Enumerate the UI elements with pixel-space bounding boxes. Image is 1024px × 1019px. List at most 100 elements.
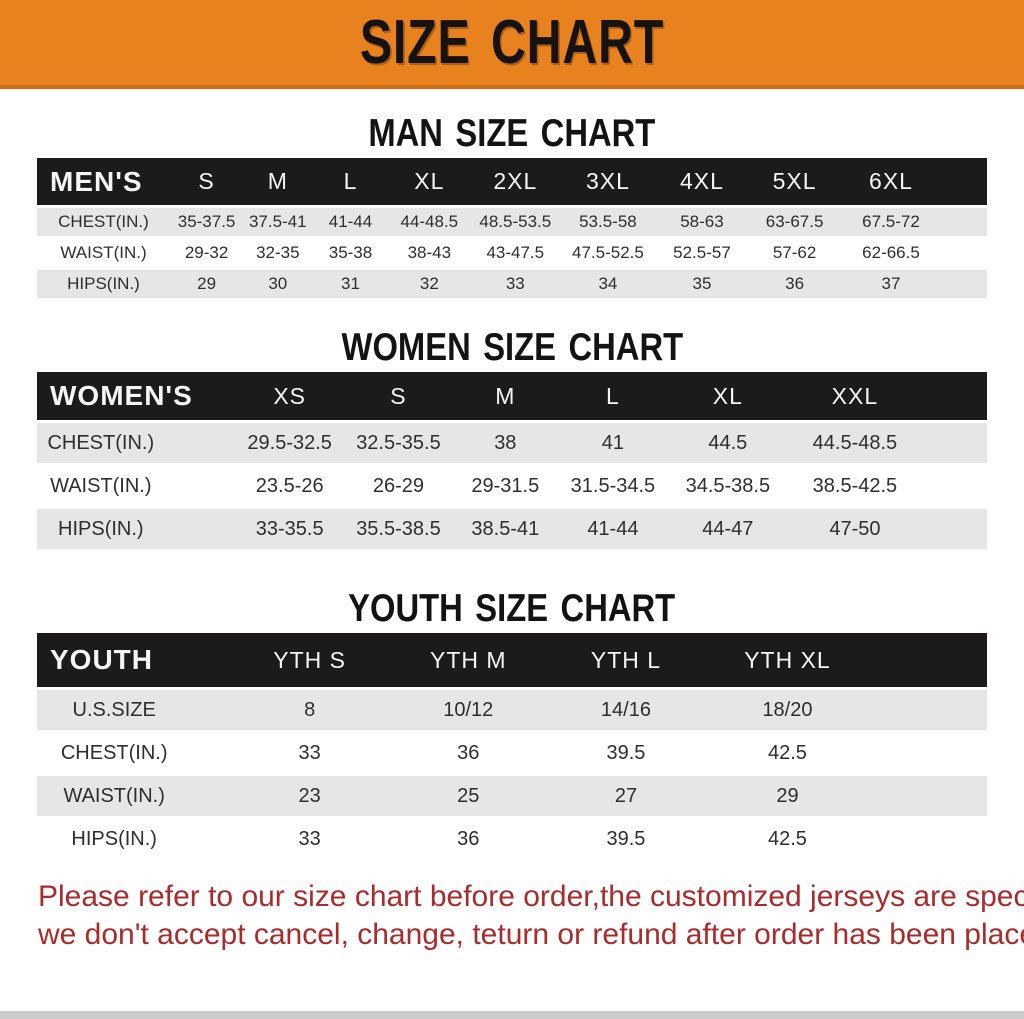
size-value-cell: 30 bbox=[243, 270, 313, 298]
row-label: CHEST(IN.) bbox=[37, 208, 170, 236]
empty-cell bbox=[941, 158, 987, 205]
size-value-cell: 37.5-41 bbox=[243, 208, 313, 236]
bottom-divider-bar bbox=[0, 1011, 1024, 1019]
empty-cell bbox=[941, 239, 987, 267]
empty-cell bbox=[869, 733, 987, 773]
size-value-cell: 38.5-42.5 bbox=[788, 466, 922, 506]
size-value-cell: 41 bbox=[558, 423, 668, 463]
column-header: S bbox=[344, 372, 453, 420]
size-value-cell: 39.5 bbox=[546, 819, 706, 859]
size-value-cell: 32-35 bbox=[243, 239, 313, 267]
empty-cell bbox=[941, 270, 987, 298]
size-value-cell: 36 bbox=[389, 733, 547, 773]
table-row: HIPS(IN.) 33-35.5 35.5-38.5 38.5-41 41-44 44-… bbox=[37, 509, 987, 549]
table-row: HIPS(IN.) 29 30 31 32 33 34 35 36 37 bbox=[37, 270, 987, 298]
column-header: YTH XL bbox=[705, 633, 870, 687]
row-label: HIPS(IN.) bbox=[37, 270, 170, 298]
mens-size-table: MEN'S S M L XL 2XL 3XL 4XL 5XL 6XL CHEST(IN.) 35-3… bbox=[37, 155, 987, 301]
empty-cell bbox=[869, 776, 987, 816]
size-value-cell: 36 bbox=[389, 819, 547, 859]
man-size-chart-heading: MAN SIZE CHART bbox=[368, 112, 656, 155]
size-value-cell: 35-38 bbox=[312, 239, 389, 267]
size-value-cell: 31 bbox=[312, 270, 389, 298]
row-label: WAIST(IN.) bbox=[37, 776, 230, 816]
size-value-cell: 23 bbox=[229, 776, 390, 816]
size-value-cell: 47-50 bbox=[788, 509, 922, 549]
column-header: M bbox=[243, 158, 313, 205]
row-label: WAIST(IN.) bbox=[37, 239, 170, 267]
column-header: 2XL bbox=[470, 158, 561, 205]
size-value-cell: 44-47 bbox=[667, 509, 789, 549]
size-value-cell: 38 bbox=[452, 423, 559, 463]
size-value-cell: 33 bbox=[229, 819, 390, 859]
table-row: CHEST(IN.) 29.5-32.5 32.5-35.5 38 41 44.5 44.5… bbox=[37, 423, 987, 463]
page-title: SIZE CHART bbox=[359, 8, 665, 77]
row-label: U.S.SIZE bbox=[37, 690, 230, 730]
empty-cell bbox=[921, 372, 987, 420]
womens-size-table: WOMEN'S XS S M L XL XXL CHEST(IN.) 29.5-32.5 32.… bbox=[37, 369, 987, 552]
column-header: YTH S bbox=[229, 633, 390, 687]
size-value-cell: 25 bbox=[389, 776, 547, 816]
size-value-cell: 29 bbox=[705, 776, 870, 816]
size-value-cell: 53.5-58 bbox=[560, 208, 656, 236]
size-value-cell: 29.5-32.5 bbox=[234, 423, 345, 463]
size-value-cell: 27 bbox=[546, 776, 706, 816]
size-value-cell: 29-31.5 bbox=[452, 466, 559, 506]
size-value-cell: 10/12 bbox=[389, 690, 547, 730]
size-value-cell: 38.5-41 bbox=[452, 509, 559, 549]
table-row: CHEST(IN.) 35-37.5 37.5-41 41-44 44-48.5 48.5… bbox=[37, 208, 987, 236]
size-value-cell: 48.5-53.5 bbox=[470, 208, 561, 236]
row-label: HIPS(IN.) bbox=[37, 819, 230, 859]
order-disclaimer: Please refer to our size chart before or… bbox=[38, 878, 1024, 954]
empty-cell bbox=[869, 633, 987, 687]
column-header: XXL bbox=[788, 372, 922, 420]
disclaimer-line-1: Please refer to our size chart before or… bbox=[38, 880, 1024, 913]
table-row: WAIST(IN.) 23.5-26 26-29 29-31.5 31.5-34.5 34… bbox=[37, 466, 987, 506]
column-header: YTH M bbox=[389, 633, 547, 687]
youth-size-chart-heading: YOUTH SIZE CHART bbox=[348, 587, 676, 630]
size-value-cell: 58-63 bbox=[655, 208, 749, 236]
row-label: CHEST(IN.) bbox=[37, 733, 230, 773]
youth-size-table: YOUTH YTH S YTH M YTH L YTH XL U.S.SIZE 8 10/1… bbox=[37, 630, 987, 862]
table-row: WAIST(IN.) 29-32 32-35 35-38 38-43 43-47.5 47.… bbox=[37, 239, 987, 267]
table-corner-label: YOUTH bbox=[37, 633, 230, 687]
row-label: HIPS(IN.) bbox=[37, 509, 235, 549]
size-value-cell: 44.5 bbox=[667, 423, 789, 463]
size-value-cell: 67.5-72 bbox=[840, 208, 942, 236]
size-value-cell: 62-66.5 bbox=[840, 239, 942, 267]
size-value-cell: 18/20 bbox=[705, 690, 870, 730]
column-header: XL bbox=[388, 158, 471, 205]
table-row: U.S.SIZE 8 10/12 14/16 18/20 bbox=[37, 690, 987, 730]
size-value-cell: 47.5-52.5 bbox=[560, 239, 656, 267]
size-value-cell: 37 bbox=[840, 270, 942, 298]
empty-cell bbox=[921, 509, 987, 549]
size-value-cell: 38-43 bbox=[388, 239, 471, 267]
size-value-cell: 39.5 bbox=[546, 733, 706, 773]
column-header: XL bbox=[667, 372, 789, 420]
table-corner-label: MEN'S bbox=[37, 158, 170, 205]
women-size-chart-heading: WOMEN SIZE CHART bbox=[341, 326, 683, 369]
size-value-cell: 8 bbox=[229, 690, 390, 730]
column-header: L bbox=[558, 372, 668, 420]
table-corner-label: WOMEN'S bbox=[37, 372, 235, 420]
size-value-cell: 36 bbox=[748, 270, 841, 298]
row-label: CHEST(IN.) bbox=[37, 423, 235, 463]
empty-cell bbox=[921, 423, 987, 463]
size-value-cell: 33-35.5 bbox=[234, 509, 345, 549]
column-header: XS bbox=[234, 372, 345, 420]
disclaimer-line-2: we don't accept cancel, change, teturn o… bbox=[38, 918, 1024, 951]
size-value-cell: 44.5-48.5 bbox=[788, 423, 922, 463]
empty-cell bbox=[941, 208, 987, 236]
size-value-cell: 57-62 bbox=[748, 239, 841, 267]
table-row: WAIST(IN.) 23 25 27 29 bbox=[37, 776, 987, 816]
column-header: 6XL bbox=[840, 158, 942, 205]
empty-cell bbox=[921, 466, 987, 506]
row-label: WAIST(IN.) bbox=[37, 466, 235, 506]
size-value-cell: 32 bbox=[388, 270, 471, 298]
size-value-cell: 43-47.5 bbox=[470, 239, 561, 267]
column-header: L bbox=[312, 158, 389, 205]
size-value-cell: 35-37.5 bbox=[170, 208, 244, 236]
column-header: 3XL bbox=[560, 158, 656, 205]
empty-cell bbox=[869, 819, 987, 859]
size-value-cell: 33 bbox=[229, 733, 390, 773]
